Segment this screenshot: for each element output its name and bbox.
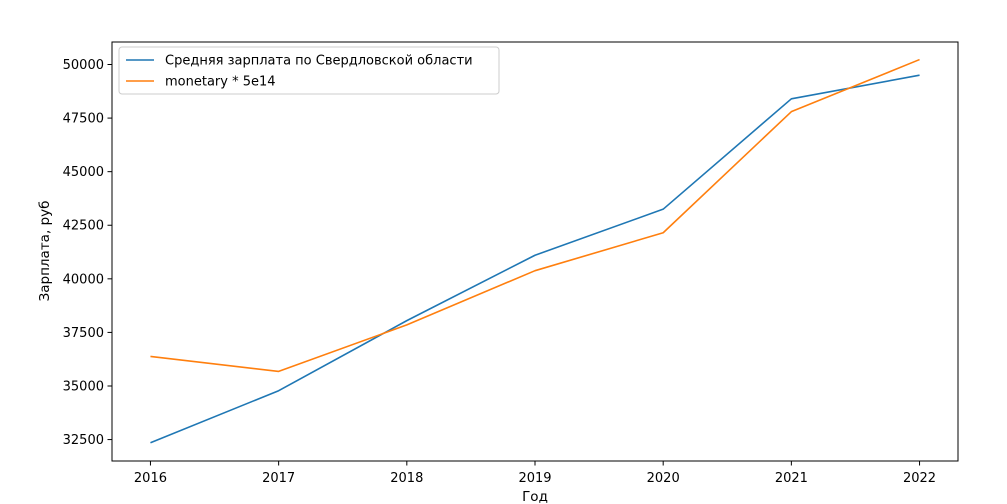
- plot-area: [111, 41, 959, 462]
- data-point: [790, 111, 792, 113]
- y-axis: 32500 35000 37500 40000 42500 45000 47500 50000: [63, 58, 112, 448]
- x-tick-label: 2016: [134, 471, 167, 486]
- y-tick-label: 37500: [63, 326, 104, 341]
- x-tick-label: 2018: [390, 471, 423, 486]
- series-layer: [149, 58, 921, 444]
- y-tick-label: 42500: [63, 219, 104, 234]
- y-tick-label: 40000: [63, 272, 104, 287]
- y-tick-label: 32500: [63, 433, 104, 448]
- data-point: [919, 74, 921, 76]
- x-axis: 2016 2017 2018 2019 2020 2021 2022: [134, 461, 936, 486]
- y-tick-label: 50000: [63, 58, 104, 73]
- data-point: [406, 320, 408, 322]
- data-point: [406, 324, 408, 326]
- y-tick-label: 45000: [63, 165, 104, 180]
- series-line-1: [150, 74, 920, 444]
- data-point: [278, 370, 280, 372]
- y-tick-label: 35000: [63, 379, 104, 394]
- legend: Средняя зарплата по Свердловской области…: [118, 46, 500, 95]
- data-point: [534, 254, 536, 256]
- data-point: [534, 270, 536, 272]
- x-tick-label: 2017: [262, 471, 295, 486]
- data-point: [790, 98, 792, 100]
- y-tick-label: 47500: [63, 112, 104, 127]
- legend-label: monetary * 5e14: [165, 75, 276, 90]
- data-point: [919, 59, 921, 61]
- legend-box: [118, 46, 500, 95]
- x-tick-label: 2020: [647, 471, 680, 486]
- series-line-2: [150, 58, 920, 373]
- data-point: [662, 208, 664, 210]
- x-axis-label: Год: [522, 489, 548, 504]
- data-point: [662, 232, 664, 234]
- data-point: [149, 355, 151, 357]
- x-tick-label: 2019: [518, 471, 551, 486]
- data-point: [149, 442, 151, 444]
- x-tick-label: 2022: [903, 471, 936, 486]
- y-axis-label: Зарплата, руб: [37, 201, 53, 302]
- data-point: [278, 390, 280, 392]
- x-tick-label: 2021: [775, 471, 808, 486]
- legend-label: Средняя зарплата по Свердловской области: [165, 54, 473, 69]
